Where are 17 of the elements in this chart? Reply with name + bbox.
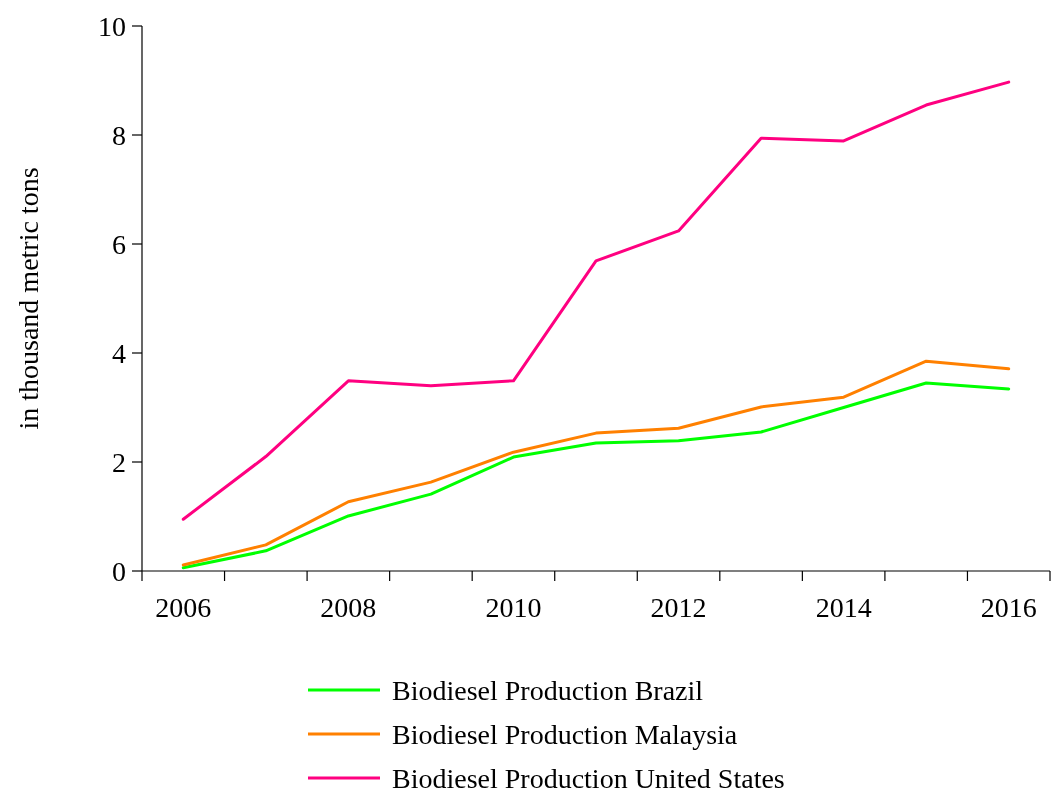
y-tick-label: 4 (112, 337, 126, 369)
legend-label: Biodiesel Production United States (392, 762, 785, 794)
x-tick-label: 2010 (485, 592, 542, 623)
legend-label: Biodiesel Production Brazil (392, 674, 704, 706)
y-tick-label: 6 (112, 228, 126, 260)
line-series (181, 80, 1011, 521)
y-tick-label: 2 (112, 446, 126, 478)
y-tick-label: 0 (112, 555, 126, 587)
x-tick-label: 2006 (155, 592, 212, 623)
y-tick-label: 10 (98, 10, 126, 42)
y-axis-title: in thousand metric tons (13, 167, 44, 430)
legend-label: Biodiesel Production Malaysia (392, 718, 738, 750)
x-tick-label: 2008 (320, 592, 377, 623)
x-tick-label: 2014 (815, 592, 872, 623)
y-tick-label: 8 (112, 119, 126, 151)
x-tick-label: 2016 (980, 592, 1037, 623)
x-tick-label: 2012 (650, 592, 707, 623)
